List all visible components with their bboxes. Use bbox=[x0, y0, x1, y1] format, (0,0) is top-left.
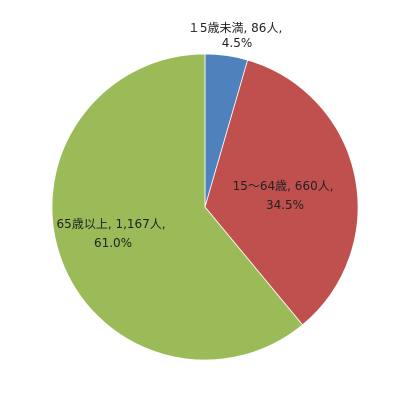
pie-slices bbox=[51, 53, 359, 361]
pie-slice-65plus bbox=[51, 53, 304, 361]
slice-label-65plus: 65歳以上, 1,167人, 61.0% bbox=[57, 217, 170, 250]
slice-label-15-64: 15～64歳, 660人, 34.5% bbox=[233, 179, 338, 212]
pie-labels: １5歳未満, 86人, 4.5% 15～64歳, 660人, 34.5% 65歳… bbox=[57, 21, 338, 250]
slice-label-under15: １5歳未満, 86人, 4.5% bbox=[188, 21, 286, 50]
pie-slice-15-64 bbox=[204, 59, 359, 326]
